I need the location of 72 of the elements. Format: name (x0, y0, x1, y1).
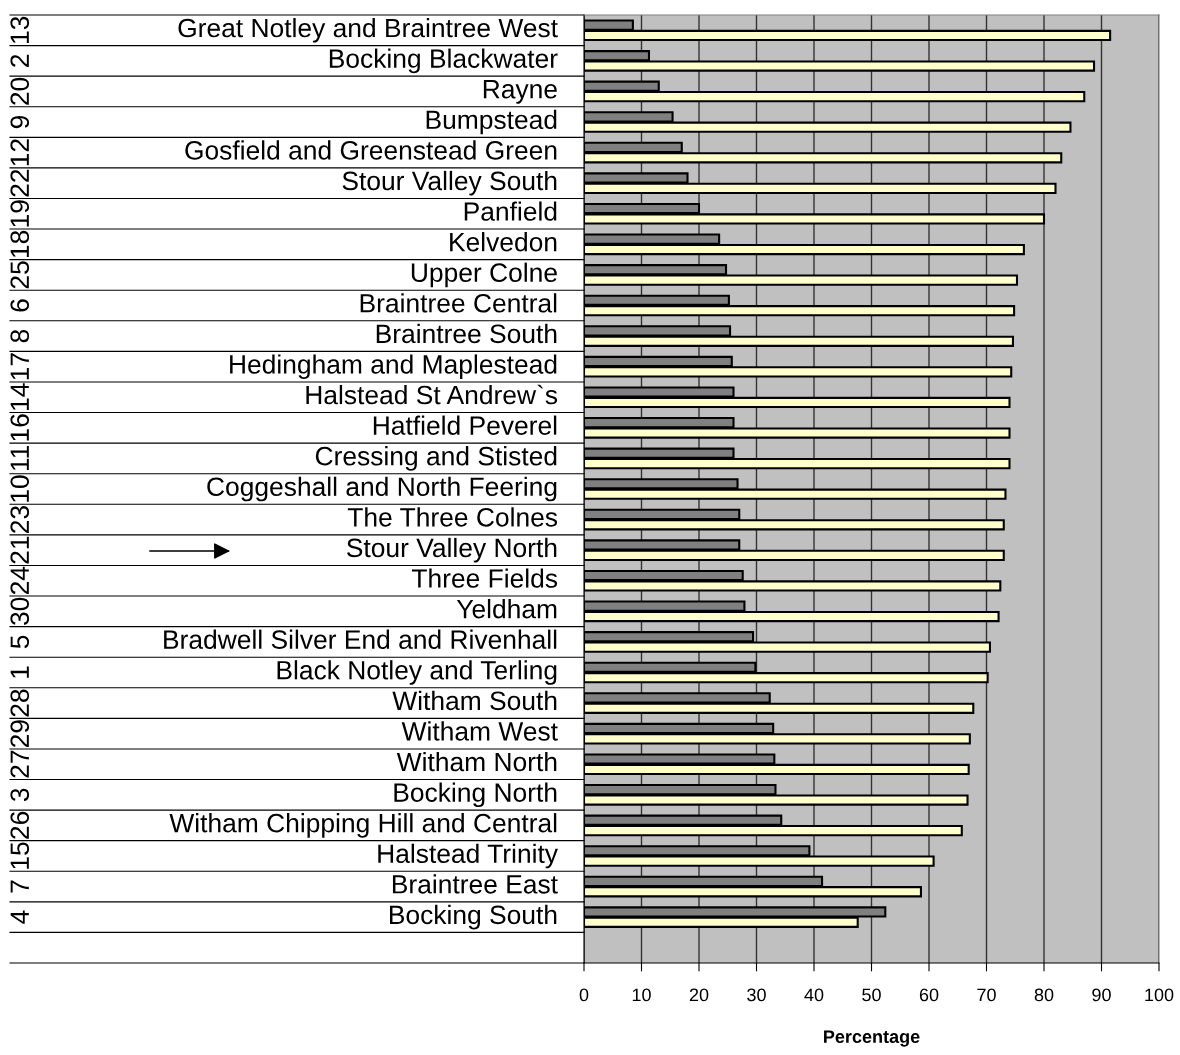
y-tick-label: Panfield (464, 201, 557, 221)
x-tick-label: 80 (1034, 988, 1054, 1002)
y-tick-label: Witham North (396, 751, 557, 772)
y-tick-label: Cressing and Stisted (315, 446, 557, 471)
y-tick-label: Bradwell Silver End and Rivenhall (164, 629, 557, 649)
y2-tick-label: 17 (10, 353, 29, 380)
y-tick-label: The Three Colnes (347, 507, 558, 527)
y2-tick-label: 19 (10, 200, 30, 227)
y2-tick-label: 5 (10, 635, 30, 649)
y-tick-label: Halstead Trinity (378, 843, 558, 869)
x-tick-label: 60 (919, 988, 939, 1002)
y-tick-label: Witham South (392, 690, 557, 711)
x-tick-label: 100 (1145, 988, 1174, 1002)
y-tick-label: Bumpstead (426, 109, 557, 135)
y-tick-label: Bocking Blackwater (329, 48, 558, 74)
y2-tick-label: 25 (10, 261, 30, 289)
y2-tick-label: 6 (10, 299, 30, 312)
y-tick-label: Great Notley and Braintree West (178, 17, 558, 43)
y2-tick-label: 15 (10, 842, 30, 869)
y-tick-label: Three Fields (411, 568, 558, 588)
y2-tick-label: 28 (10, 689, 30, 717)
y-tick-label: Black Notley and Terling (277, 660, 557, 685)
y-tick-label: Witham West (401, 721, 558, 741)
x-tick-label: 70 (977, 988, 996, 1002)
y2-tick-label: 21 (10, 536, 29, 564)
y2-tick-label: 26 (10, 811, 30, 839)
y-tick-label: Hatfield Peverel (373, 415, 557, 435)
y-tick-label: Stour Valley North (347, 537, 557, 563)
y2-tick-label: 20 (10, 77, 30, 105)
x-tick-label: 20 (689, 988, 709, 1002)
x-tick-label: 0 (579, 988, 589, 1002)
y2-tick-label: 27 (10, 750, 29, 778)
y-tick-label: Braintree East (392, 874, 558, 894)
y2-tick-label: 29 (10, 720, 30, 747)
y2-tick-label: 18 (10, 230, 30, 258)
y-tick-label: Braintree Central (360, 293, 557, 313)
y2-tick-label: 13 (10, 16, 30, 43)
y2-tick-label: 7 (10, 880, 29, 893)
y2-tick-label: 1 (10, 666, 29, 678)
y2-tick-label: 14 (10, 383, 29, 410)
y-tick-label: Kelvedon (450, 232, 557, 252)
y2-tick-label: 3 (10, 788, 30, 802)
y-tick-label: Gosfield and Greenstead Green (185, 140, 557, 160)
y2-tick-label: 8 (10, 329, 30, 343)
y-tick-label: Braintree South (376, 323, 557, 344)
x-tick-label: 50 (862, 988, 881, 1002)
y-tick-label: Rayne (483, 80, 557, 104)
x-tick-label: 30 (747, 988, 766, 1002)
y2-tick-label: 4 (10, 910, 29, 924)
y-tick-label: Witham Chipping Hill and Central (169, 813, 557, 838)
y-tick-label: Upper Colne (411, 262, 557, 288)
y-tick-label: Stour Valley South (342, 170, 557, 196)
x-axis-title: Percentage (824, 1030, 920, 1047)
y2-tick-label: 10 (10, 475, 30, 502)
y2-tick-label: 22 (10, 169, 29, 197)
y2-tick-label: 11 (10, 446, 29, 471)
y2-tick-label: 2 (10, 54, 29, 67)
y2-tick-label: 16 (10, 414, 30, 441)
y-tick-label: Bocking South (390, 904, 557, 930)
y2-tick-label: 23 (10, 506, 30, 533)
x-tick-label: 10 (632, 988, 651, 1002)
x-tick-label: 90 (1092, 988, 1111, 1002)
y2-tick-label: 30 (10, 597, 30, 625)
y2-tick-label: 12 (10, 139, 29, 166)
y2-tick-label: 9 (10, 115, 30, 129)
y2-tick-label: 24 (10, 566, 29, 595)
x-tick-label: 40 (804, 988, 824, 1002)
y-tick-label: Halstead St Andrew`s (306, 384, 558, 405)
y-tick-label: Hedingham and Maplestead (230, 354, 557, 379)
y-tick-label: Bocking North (394, 782, 557, 808)
y-tick-label: Yeldham (456, 599, 557, 619)
y-tick-label: Coggeshall and North Feering (207, 476, 557, 502)
